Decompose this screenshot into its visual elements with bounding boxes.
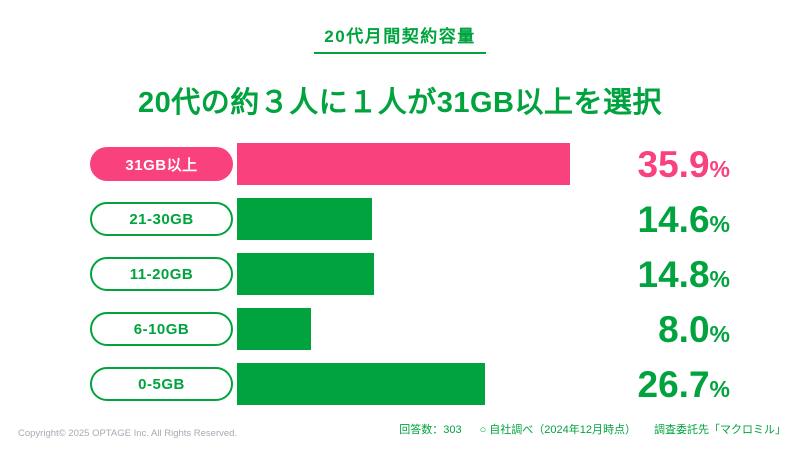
percent-sign: % <box>709 375 730 402</box>
value-label: 14.6% <box>638 201 730 238</box>
percent-sign: % <box>709 265 730 292</box>
survey-agency: 調査委託先「マクロミル」 <box>654 424 786 436</box>
chart-row: 6-10GB 8.0% <box>90 308 730 350</box>
value-number: 8.0 <box>658 308 710 350</box>
chart-row: 31GB以上 35.9% <box>90 143 730 185</box>
badge-container: 20代月間契約容量 <box>0 22 800 54</box>
value-number: 26.7 <box>637 363 710 405</box>
chart-row: 21-30GB 14.6% <box>90 198 730 240</box>
bar <box>237 253 374 295</box>
survey-source: ○ 自社調べ（2024年12月時点） <box>479 424 636 436</box>
category-pill: 6-10GB <box>90 312 233 346</box>
percent-sign: % <box>709 155 730 182</box>
headline: 20代の約３人に１人が31GB以上を選択 <box>137 87 662 119</box>
respondents-count: 回答数：303 <box>399 424 462 436</box>
percent-sign: % <box>709 210 730 237</box>
value-label: 14.8% <box>638 256 730 293</box>
category-pill: 11-20GB <box>90 257 233 291</box>
chart-row: 0-5GB 26.7% <box>90 363 730 405</box>
value-label: 35.9% <box>638 146 730 183</box>
value-label: 26.7% <box>638 366 730 403</box>
value-number: 14.8 <box>637 253 710 295</box>
value-number: 14.6 <box>637 198 710 240</box>
chart-badge-title: 20代月間契約容量 <box>314 22 486 54</box>
percent-sign: % <box>709 320 730 347</box>
value-label: 8.0% <box>658 311 730 348</box>
bar <box>237 308 311 350</box>
category-pill: 21-30GB <box>90 202 233 236</box>
category-pill: 31GB以上 <box>90 147 233 181</box>
bar-chart: 31GB以上 35.9% 21-30GB 14.6% 11-20GB 14.8%… <box>90 143 730 418</box>
category-pill: 0-5GB <box>90 367 233 401</box>
survey-note: 回答数：303 ○ 自社調べ（2024年12月時点） 調査委託先「マクロミル」 <box>399 421 786 437</box>
bar <box>237 363 485 405</box>
copyright-text: Copyright© 2025 OPTAGE Inc. All Rights R… <box>18 428 238 439</box>
chart-row: 11-20GB 14.8% <box>90 253 730 295</box>
bar <box>237 198 372 240</box>
value-number: 35.9 <box>637 143 710 185</box>
bar <box>237 143 570 185</box>
